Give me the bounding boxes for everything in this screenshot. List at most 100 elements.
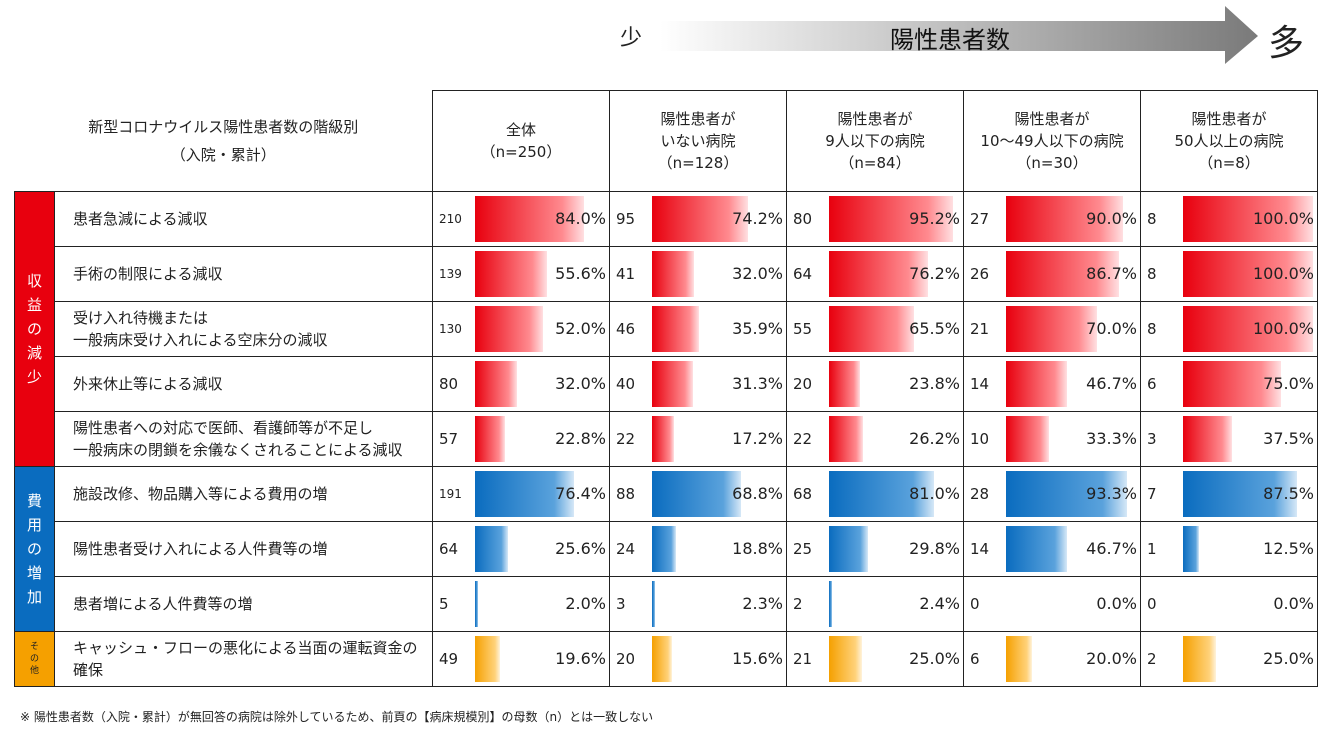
count-label: 0: [970, 595, 980, 613]
bar-track: [1183, 196, 1313, 242]
bar: [652, 251, 694, 297]
percent-label: 87.5%: [1263, 484, 1314, 503]
percent-label: 32.0%: [555, 374, 606, 393]
row-label-line: 施設改修、物品購入等による費用の増: [73, 485, 328, 503]
cell-content: 57 22.8%: [433, 412, 609, 466]
data-cell: 20 23.8%: [786, 356, 964, 412]
table-row: 収益の減少患者急減による減収 210 84.0% 95 74.2% 80 95.2% 27 90…: [14, 191, 1318, 467]
data-cell: 80 95.2%: [786, 191, 964, 247]
count-label: 46: [616, 320, 636, 338]
row-label-line: 一般病床の閉鎖を余儀なくされることによる減収: [73, 441, 403, 459]
category-char: の: [26, 540, 42, 558]
bar-track: [1183, 306, 1313, 352]
data-cell: 139 55.6%: [432, 246, 610, 302]
count-label: 6: [1147, 375, 1157, 393]
bar: [1183, 416, 1232, 462]
percent-label: 55.6%: [555, 264, 606, 283]
percent-label: 0.0%: [1273, 594, 1314, 613]
bar-track: [829, 471, 959, 517]
data-cell: 57 22.8%: [432, 411, 610, 467]
category-char: 他: [29, 666, 39, 676]
percent-label: 46.7%: [1086, 374, 1137, 393]
percent-label: 22.8%: [555, 429, 606, 448]
bar: [1006, 416, 1050, 462]
percent-label: 12.5%: [1263, 539, 1314, 558]
bar: [652, 361, 693, 407]
bar: [1006, 636, 1032, 682]
percent-label: 100.0%: [1252, 319, 1314, 338]
data-cell: 2 2.4%: [786, 576, 964, 632]
data-cell: 68 81.0%: [786, 466, 964, 522]
cell-content: 20 23.8%: [787, 357, 963, 411]
count-label: 191: [439, 487, 462, 501]
bar-track: [1183, 636, 1313, 682]
percent-label: 65.5%: [909, 319, 960, 338]
table-row: 手術の制限による減収 139 55.6% 41 32.0% 64 76.2% 26 86.7% 8…: [15, 246, 1318, 302]
category-char: そ: [29, 642, 39, 652]
row-label: 外来休止等による減収: [54, 356, 433, 412]
count-label: 130: [439, 322, 462, 336]
row-label: 陽性患者受け入れによる人件費等の増: [54, 521, 433, 577]
bar-track: [829, 196, 959, 242]
table-title: 新型コロナウイルス陽性患者数の階級別 （入院・累計）: [15, 91, 433, 192]
count-label: 24: [616, 540, 636, 558]
cell-content: 80 32.0%: [433, 357, 609, 411]
table-row: 費用の増加施設改修、物品購入等による費用の増 191 76.4% 88 68.8% 68 8…: [14, 466, 1318, 632]
percent-label: 81.0%: [909, 484, 960, 503]
count-label: 21: [970, 320, 990, 338]
count-label: 80: [439, 375, 459, 393]
row-label: 施設改修、物品購入等による費用の増: [54, 466, 433, 522]
bar: [829, 361, 860, 407]
count-label: 14: [970, 540, 990, 558]
data-cell: 41 32.0%: [609, 246, 787, 302]
percent-label: 75.0%: [1263, 374, 1314, 393]
bar: [475, 636, 501, 682]
row-label-line: 陽性患者受け入れによる人件費等の増: [73, 540, 328, 558]
cell-content: 8 100.0%: [1141, 302, 1317, 356]
category-label: 費用の増加: [14, 466, 55, 632]
bar-track: [1183, 416, 1313, 462]
cell-content: 6 75.0%: [1141, 357, 1317, 411]
category-char: の: [26, 320, 42, 338]
count-label: 6: [970, 650, 980, 668]
data-cell: 8 100.0%: [1140, 301, 1318, 357]
bar: [1183, 251, 1313, 297]
bar-track: [475, 306, 605, 352]
table-row: その他キャッシュ・フローの悪化による当面の運転資金の確保 49 19.6% 20 15.…: [14, 631, 1318, 687]
data-cell: 3 37.5%: [1140, 411, 1318, 467]
bar-track: [1006, 416, 1136, 462]
bar-track: [829, 361, 959, 407]
data-cell: 24 18.8%: [609, 521, 787, 577]
bar: [829, 526, 868, 572]
data-cell: 49 19.6%: [432, 631, 610, 687]
percent-label: 25.6%: [555, 539, 606, 558]
percent-label: 68.8%: [732, 484, 783, 503]
bar: [652, 526, 677, 572]
row-label: 受け入れ待機または 一般病床受け入れによる空床分の減収: [54, 301, 433, 357]
bar-track: [652, 526, 782, 572]
arrow-few-label: 少: [620, 26, 643, 51]
table-row: 陽性患者への対応で医師、看護師等が不足し 一般病床の閉鎖を余儀なくされることによる…: [15, 411, 1318, 467]
bar-track: [829, 306, 959, 352]
bar: [1006, 196, 1123, 242]
bar-track: [475, 526, 605, 572]
count-label: 64: [439, 540, 459, 558]
bar-track: [829, 526, 959, 572]
percent-label: 76.2%: [909, 264, 960, 283]
bar-track: [475, 361, 605, 407]
bar-track: [652, 196, 782, 242]
bar: [829, 251, 929, 297]
bar-track: [475, 196, 605, 242]
column-header-4: 陽性患者が 50人以上の病院 （n=8）: [1140, 90, 1318, 192]
gradient-arrow: [660, 6, 1258, 64]
percent-label: 23.8%: [909, 374, 960, 393]
category-char: 減: [26, 344, 42, 362]
data-cell: 40 31.3%: [609, 356, 787, 412]
count-label: 95: [616, 210, 636, 228]
cell-content: 22 26.2%: [787, 412, 963, 466]
percent-label: 25.0%: [1263, 649, 1314, 668]
column-header-line: いない病院: [660, 132, 736, 150]
cell-content: 64 76.2%: [787, 247, 963, 301]
cell-content: 8 100.0%: [1141, 192, 1317, 246]
count-label: 80: [793, 210, 813, 228]
